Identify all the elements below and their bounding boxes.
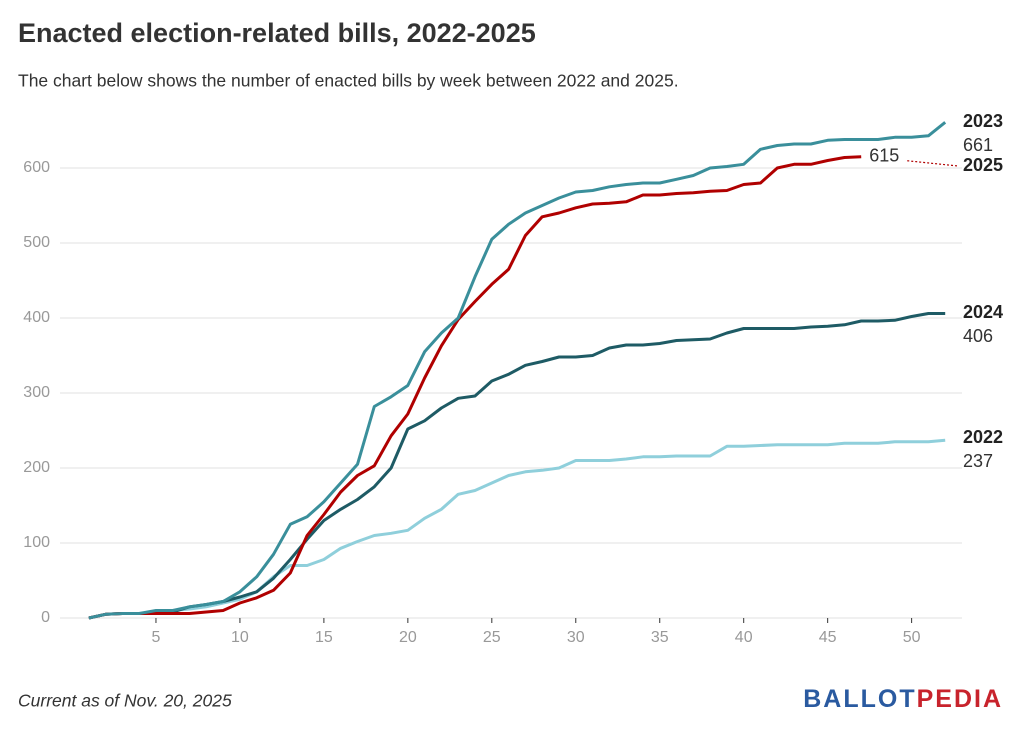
- x-tick-label: 40: [735, 629, 753, 646]
- footnote: Current as of Nov. 20, 2025: [18, 691, 232, 711]
- legend-label: 2022: [963, 427, 1003, 447]
- x-tick-label: 15: [315, 629, 333, 646]
- end-value-label: 661: [963, 135, 993, 155]
- legend-label: 2023: [963, 111, 1003, 131]
- line: [88, 121, 947, 620]
- logo-part: PEDIA: [917, 685, 1003, 713]
- legend-label: 2025: [963, 155, 1003, 175]
- x-tick-label: 20: [399, 629, 417, 646]
- x-tick-label: 10: [231, 629, 249, 646]
- x-tick-label: 25: [483, 629, 501, 646]
- chart-subtitle: The chart below shows the number of enac…: [18, 71, 679, 91]
- x-tick-label: 35: [651, 629, 669, 646]
- line: [88, 438, 946, 620]
- x-tick-label: 5: [152, 629, 161, 646]
- y-tick-label: 500: [23, 234, 50, 251]
- logo: BALLOTPEDIA: [803, 685, 1003, 713]
- line: [88, 312, 946, 620]
- x-tick-label: 50: [903, 629, 921, 646]
- legend-label: 2024: [963, 302, 1003, 322]
- y-tick-label: 600: [23, 159, 50, 176]
- logo-part: BALLOT: [803, 685, 916, 713]
- y-tick-label: 0: [41, 609, 50, 626]
- line: [88, 155, 862, 620]
- chart-title: Enacted election-related bills, 2022-202…: [18, 18, 536, 48]
- end-value-label: 237: [963, 451, 993, 471]
- x-tick-label: 45: [819, 629, 837, 646]
- y-tick-label: 300: [23, 384, 50, 401]
- end-value-label: 406: [963, 326, 993, 346]
- y-tick-label: 200: [23, 459, 50, 476]
- y-tick-label: 400: [23, 309, 50, 326]
- x-tick-label: 30: [567, 629, 585, 646]
- y-tick-label: 100: [23, 534, 50, 551]
- end-value-label: 615: [869, 146, 899, 166]
- leader-line: [907, 160, 959, 167]
